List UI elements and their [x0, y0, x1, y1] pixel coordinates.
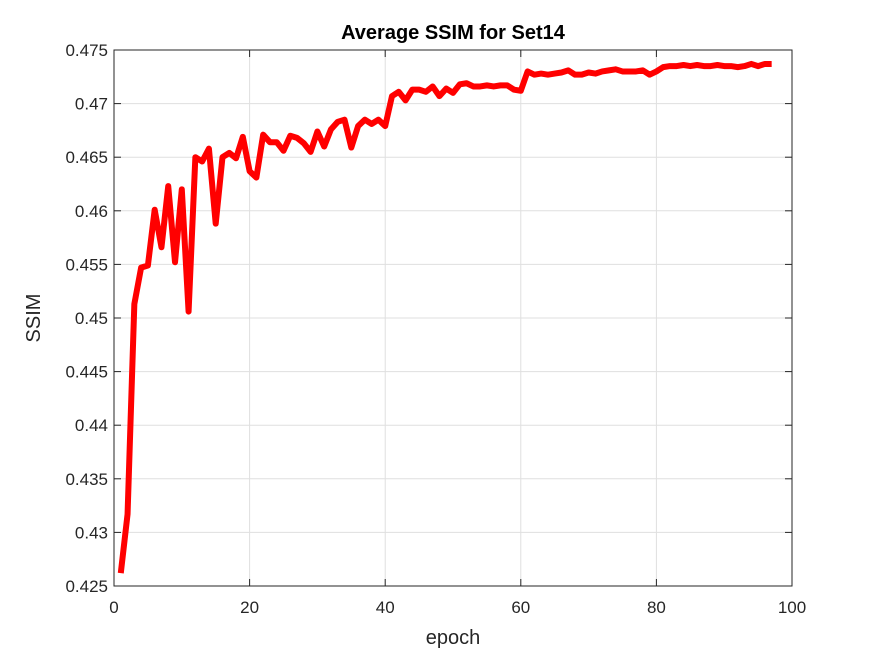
- y-tick-label: 0.425: [65, 577, 108, 596]
- y-tick-label: 0.435: [65, 470, 108, 489]
- x-tick-label: 20: [240, 598, 259, 617]
- x-tick-label: 40: [376, 598, 395, 617]
- y-tick-label: 0.45: [75, 309, 108, 328]
- y-tick-label: 0.465: [65, 148, 108, 167]
- y-tick-label: 0.445: [65, 363, 108, 382]
- x-tick-labels: 0 20 40 60 80 100: [109, 598, 806, 617]
- x-tick-label: 0: [109, 598, 118, 617]
- x-axis-title: epoch: [426, 627, 481, 649]
- y-tick-label: 0.47: [75, 95, 108, 114]
- series-layer: [117, 60, 772, 574]
- y-tick-label: 0.43: [75, 523, 108, 542]
- x-tick-label: 80: [647, 598, 666, 617]
- y-axis-title: SSIM: [23, 294, 45, 343]
- y-tick-labels: 0.425 0.43 0.435 0.44 0.445 0.45 0.455 0.46 0.46…: [65, 41, 108, 596]
- y-tick-label: 0.44: [75, 416, 108, 435]
- chart-title: Average SSIM for Set14: [341, 22, 566, 44]
- ticks: [113, 49, 793, 587]
- x-tick-label: 60: [511, 598, 530, 617]
- y-tick-label: 0.455: [65, 255, 108, 274]
- y-tick-label: 0.46: [75, 202, 108, 221]
- series-line: [117, 60, 772, 574]
- y-tick-label: 0.475: [65, 41, 108, 60]
- x-tick-label: 100: [778, 598, 806, 617]
